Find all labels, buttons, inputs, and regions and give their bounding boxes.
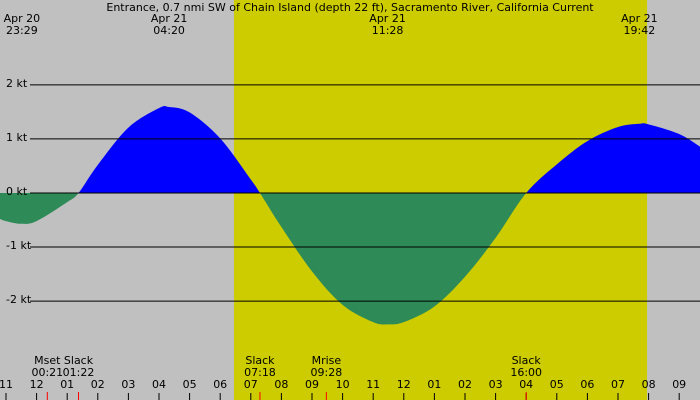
x-tick-label: 04 (519, 378, 533, 391)
x-tick-label: 11 (366, 378, 380, 391)
x-tick-label: 03 (121, 378, 135, 391)
top-date: Apr 21 (369, 12, 406, 25)
x-tick-label: 12 (30, 378, 44, 391)
x-tick-label: 01 (60, 378, 74, 391)
event-time: 01:22 (63, 366, 95, 379)
top-date: Apr 21 (621, 12, 658, 25)
x-tick-label: 09 (672, 378, 686, 391)
y-tick-label: 2 kt (6, 77, 28, 90)
y-tick-label: -2 kt (6, 293, 32, 306)
top-time: 04:20 (153, 24, 185, 37)
chart-title: Entrance, 0.7 nmi SW of Chain Island (de… (106, 1, 594, 14)
event-label: Slack (512, 354, 542, 367)
flood-area (78, 106, 700, 193)
x-tick-label: 04 (152, 378, 166, 391)
x-tick-label: 07 (244, 378, 258, 391)
x-tick-label: 05 (183, 378, 197, 391)
x-tick-label: 03 (489, 378, 503, 391)
x-tick-label: 12 (397, 378, 411, 391)
x-tick-label: 02 (458, 378, 472, 391)
event-time: 16:00 (510, 366, 542, 379)
top-date: Apr 20 (4, 12, 41, 25)
event-time: 00:21 (31, 366, 63, 379)
top-time: 11:28 (372, 24, 404, 37)
x-tick-label: 07 (611, 378, 625, 391)
x-tick-label: 01 (427, 378, 441, 391)
y-tick-label: -1 kt (6, 239, 32, 252)
ebb-area (0, 192, 700, 325)
top-date: Apr 21 (151, 12, 188, 25)
x-tick-label: 08 (274, 378, 288, 391)
x-tick-label: 06 (213, 378, 227, 391)
x-tick-label: 02 (91, 378, 105, 391)
event-label: Mrise (312, 354, 342, 367)
x-tick-label: 09 (305, 378, 319, 391)
event-time: 07:18 (244, 366, 276, 379)
event-label: Mset (34, 354, 61, 367)
x-tick-label: 10 (336, 378, 350, 391)
x-tick-label: 08 (642, 378, 656, 391)
event-label: Slack (64, 354, 94, 367)
event-label: Slack (245, 354, 275, 367)
top-time: 19:42 (624, 24, 656, 37)
y-tick-label: 0 kt (6, 185, 28, 198)
top-time: 23:29 (6, 24, 38, 37)
x-tick-label: 05 (550, 378, 564, 391)
y-tick-label: 1 kt (6, 131, 28, 144)
x-tick-label: 06 (580, 378, 594, 391)
event-time: 09:28 (311, 366, 343, 379)
x-tick-label: 11 (0, 378, 13, 391)
